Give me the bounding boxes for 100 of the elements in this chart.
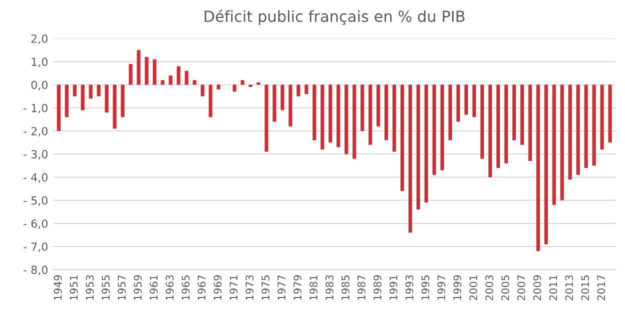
x-tick-label: 1981 [310,275,318,300]
x-tick-label: 2015 [581,275,590,300]
bar [440,84,444,170]
x-tick-label: 1983 [326,275,334,300]
x-tick-label: 1989 [373,275,382,300]
bar [160,80,164,85]
bar [368,84,372,145]
bar [432,84,436,175]
bar [104,84,108,112]
bar [392,84,396,152]
y-tick-label: - 6,0 [24,219,48,229]
y-tick-label: - 7,0 [24,242,48,252]
x-tick-label: 2017 [597,275,606,300]
x-tick-label: 1997 [437,275,446,300]
bar [560,84,564,200]
x-tick-label: 1973 [246,275,254,300]
y-tick-label: - 4,0 [24,173,48,183]
bar [416,84,420,210]
bar [312,84,316,140]
x-tick-label: 1991 [389,275,398,300]
bar [448,84,452,140]
bar [360,84,364,131]
bar [344,84,348,154]
x-tick-label: 1995 [421,275,430,300]
bar [456,84,460,122]
x-tick-label: 1955 [102,275,110,300]
x-tick-label: 1985 [342,275,350,300]
bar [424,84,428,203]
y-tick-label: - 3,0 [24,150,48,160]
bar [288,84,292,126]
bar [136,50,140,85]
bar [256,82,260,85]
bar [528,84,532,162]
bar [520,84,524,145]
bar [120,84,124,118]
bar [296,84,300,96]
x-tick-label: 1959 [134,275,142,300]
bar [320,84,324,150]
bar [200,84,204,96]
bar [544,84,548,244]
bar [208,84,212,118]
bar [280,84,284,110]
x-tick-label: 1953 [86,275,94,300]
x-tick-label: 2001 [469,275,478,300]
x-tick-label: 1957 [118,275,126,300]
y-tick-label: - 2,0 [24,126,48,136]
bar [608,84,612,143]
bar [184,70,188,85]
x-tick-label: 1999 [453,275,462,300]
bar [72,84,76,96]
bar [408,84,412,233]
bar [472,84,476,118]
x-tick-label: 1987 [357,275,366,300]
bar [536,84,540,252]
bar [328,84,332,143]
bar [88,84,92,99]
y-tick-label: 0,0 [31,80,48,90]
x-tick-label: 1961 [150,275,158,300]
x-tick-label: 1949 [54,275,62,300]
bar [240,80,244,85]
bar [56,84,61,131]
x-tick-label: 2011 [549,275,558,300]
x-tick-label: 1975 [262,275,270,300]
bar [504,84,508,164]
bar [168,76,172,85]
bar [96,84,100,96]
y-tick-label: - 5,0 [24,196,48,206]
x-tick-label: 1979 [294,275,302,300]
bar [336,84,340,148]
bar [304,84,308,94]
bar [176,66,180,85]
bar [496,84,500,168]
x-tick-label: 1993 [405,275,414,300]
x-tick-label: 2003 [485,275,494,300]
bar [592,84,596,166]
x-tick-label: 1977 [278,275,286,300]
x-tick-label: 1969 [214,275,222,300]
y-tick-label: 1,0 [32,58,48,68]
bar [464,84,468,115]
x-tick-label: 1971 [230,275,238,300]
bar [512,84,516,140]
bar [216,84,220,90]
bar [600,84,604,150]
bar [152,59,156,85]
bar [576,84,580,175]
bar [488,84,492,178]
x-tick-label: 2007 [517,275,526,300]
bar [80,84,84,110]
bar [552,84,556,205]
bar [232,84,236,92]
bar [272,84,276,122]
bar [128,64,132,85]
x-tick-label: 2005 [501,275,510,300]
bar [64,84,69,118]
bar [264,84,268,152]
bar [112,84,116,129]
bar [480,84,484,159]
bar [584,84,588,168]
bar [384,84,388,140]
x-tick-label: 2013 [565,275,574,300]
